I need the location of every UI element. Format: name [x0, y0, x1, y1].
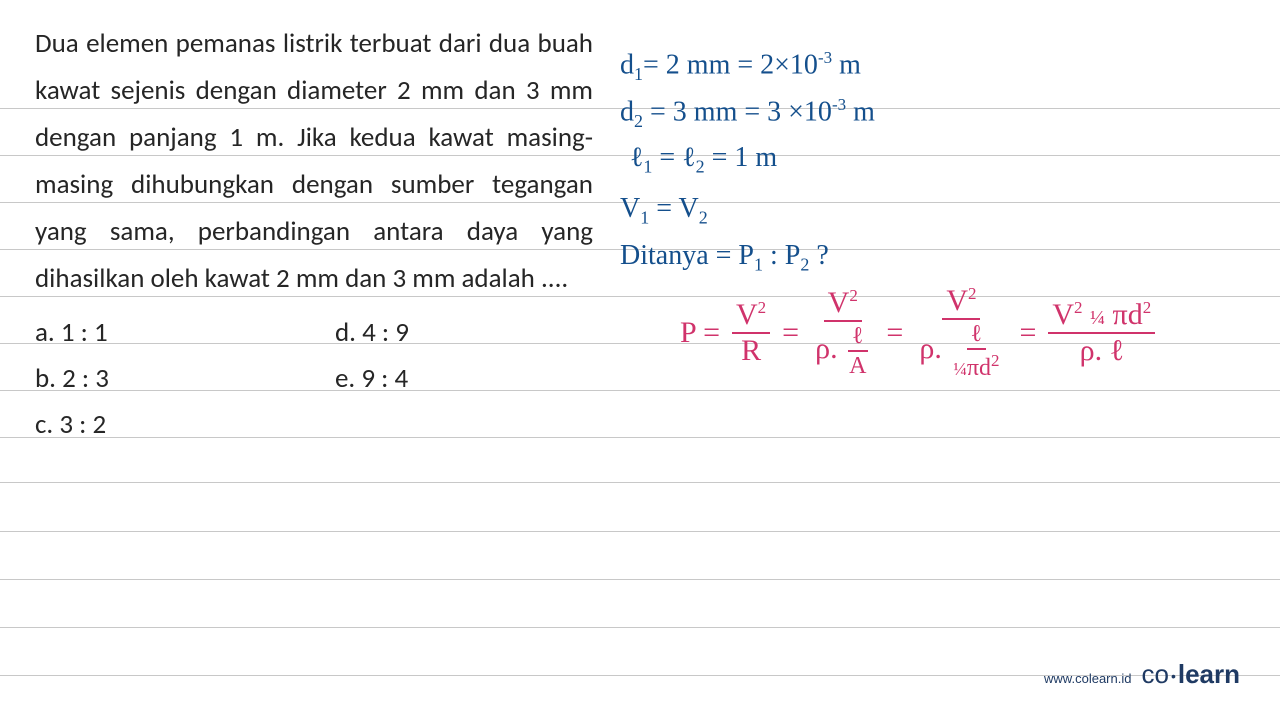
hw-v: V1 = V2: [620, 193, 708, 229]
option-a: a. 1 : 1: [35, 310, 335, 356]
hw-ditanya: Ditanya = P1 : P2 ?: [620, 240, 829, 276]
option-e: e. 9 : 4: [335, 356, 585, 402]
footer-url: www.colearn.id: [1044, 671, 1131, 686]
option-b: b. 2 : 3: [35, 356, 335, 402]
footer-logo: co•learn: [1141, 659, 1240, 690]
hw-d1: d1= 2 mm = 2×10-3 m: [620, 48, 861, 85]
question-text: Dua elemen pemanas listrik terbuat dari …: [35, 20, 593, 302]
option-c: c. 3 : 2: [35, 402, 335, 448]
hw-d2: d2 = 3 mm = 3 ×10-3 m: [620, 95, 875, 132]
hw-l: ℓ1 = ℓ2 = 1 m: [630, 142, 777, 178]
footer: www.colearn.id co•learn: [1044, 659, 1240, 690]
hw-power-eq: P = V2 R = V2 ρ. ℓ A = V2 ρ.: [680, 285, 1155, 380]
option-d: d. 4 : 9: [335, 310, 585, 356]
page: Dua elemen pemanas listrik terbuat dari …: [0, 0, 1280, 720]
